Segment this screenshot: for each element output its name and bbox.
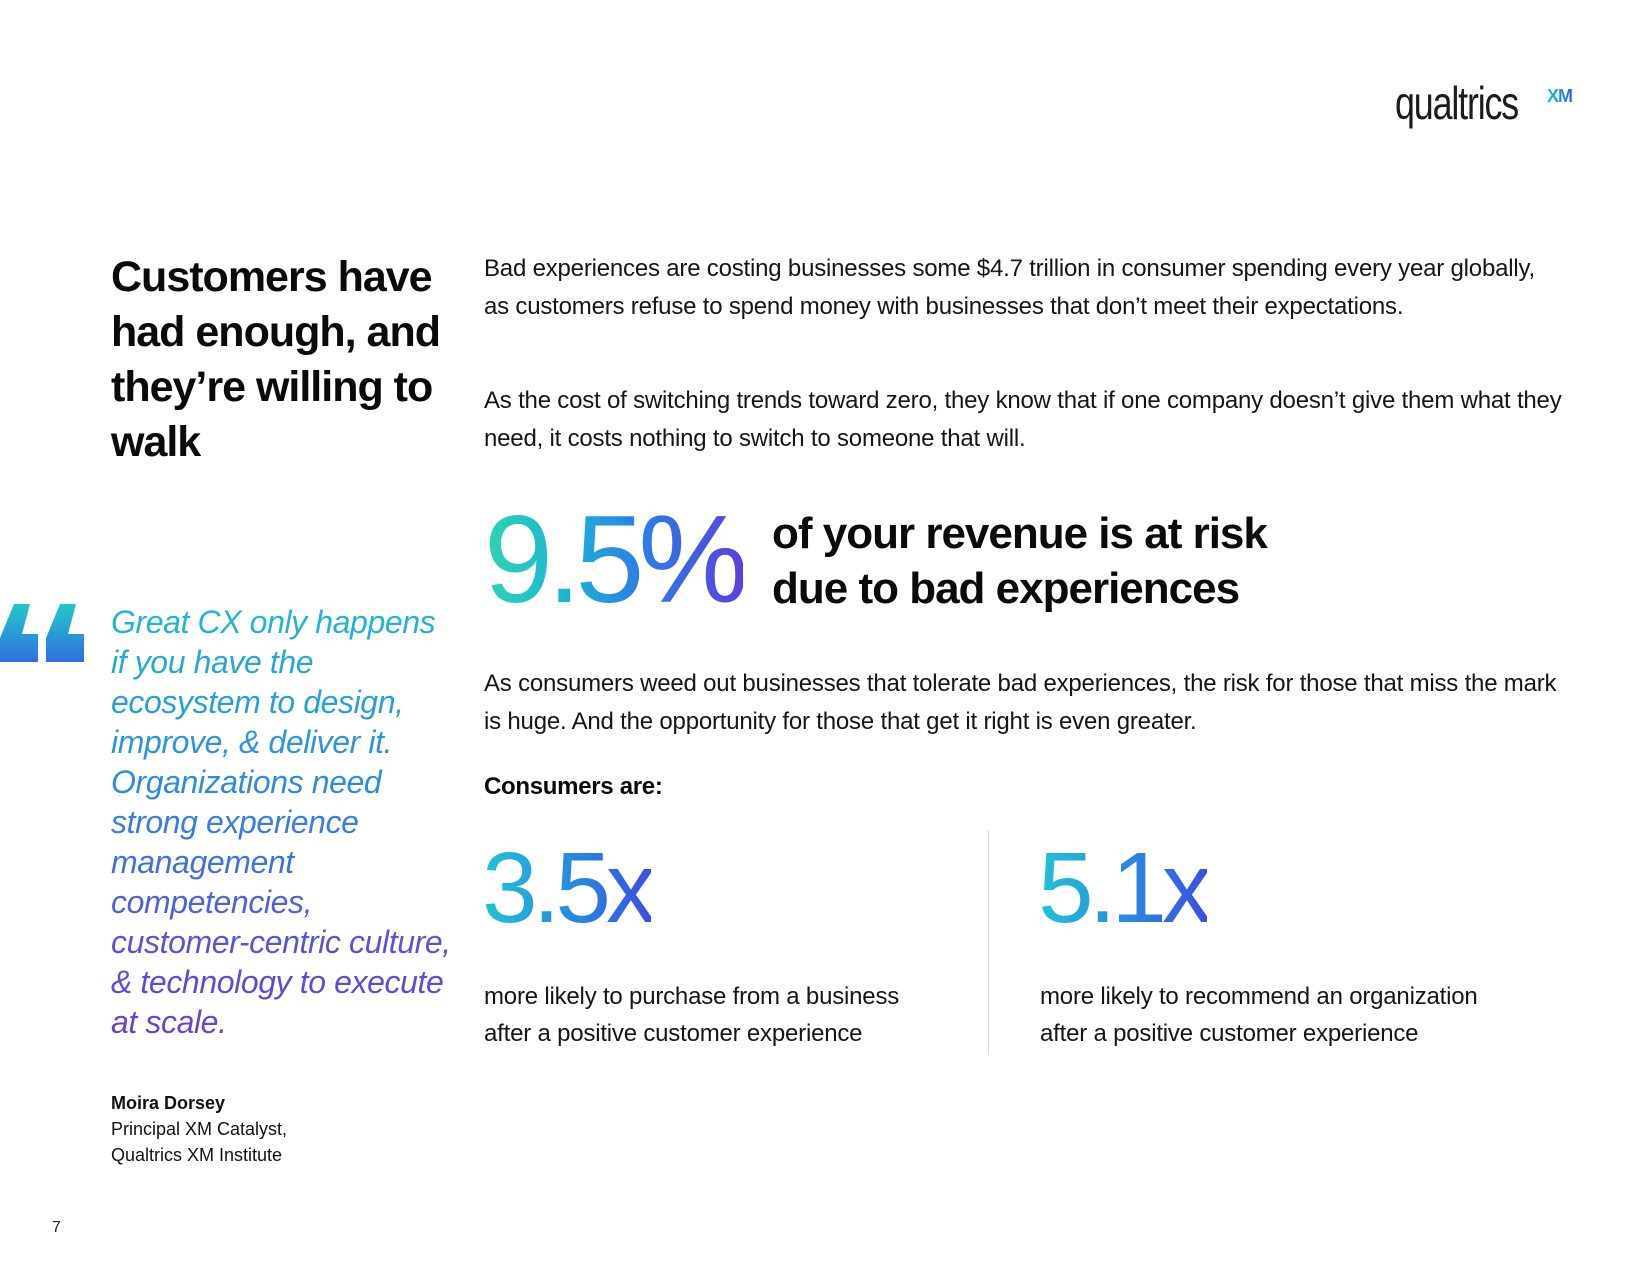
author-name: Moira Dorsey	[111, 1093, 226, 1113]
purchase-description-line1: more likely to purchase from a business	[484, 983, 900, 1010]
logo-xm-badge: XM	[1547, 86, 1573, 106]
quote-mark-icon	[0, 604, 84, 662]
opportunity-paragraph: As consumers weed out businesses that to…	[484, 670, 1557, 735]
recommend-description-line2: after a positive customer experience	[1040, 1020, 1419, 1047]
page-number: 7	[52, 1219, 61, 1236]
author-org: Qualtrics XM Institute	[111, 1145, 283, 1165]
recommend-multiplier: 5.1x	[1038, 832, 1212, 944]
purchase-description-line2: after a positive customer experience	[484, 1020, 863, 1047]
intro-paragraph: Bad experiences are costing businesses s…	[484, 255, 1536, 320]
page-headline: Customers have had enough, and they’re w…	[111, 253, 441, 466]
switching-paragraph: As the cost of switching trends toward z…	[484, 387, 1562, 452]
quote-author: Moira Dorsey Principal XM Catalyst, Qual…	[111, 1090, 287, 1168]
metrics-divider	[988, 830, 989, 1055]
purchase-multiplier: 3.5x	[482, 832, 656, 944]
revenue-risk-label: of your revenue is at risk due to bad ex…	[772, 506, 1332, 616]
revenue-risk-label-line2: due to bad experiences	[772, 564, 1240, 613]
pull-quote: Great CX only happens if you have the ec…	[111, 602, 456, 1042]
recommend-description-line1: more likely to recommend an organization	[1040, 983, 1478, 1010]
revenue-risk-stat: 9.5%	[484, 491, 749, 629]
purchase-description: more likely to purchase from a business …	[484, 978, 1004, 1052]
logo-wordmark: qualtrics	[1395, 77, 1519, 129]
consumers-heading: Consumers are:	[484, 773, 663, 800]
qualtrics-logo: qualtrics XM	[1395, 77, 1573, 129]
revenue-risk-label-line1: of your revenue is at risk	[772, 509, 1268, 558]
author-title: Principal XM Catalyst,	[111, 1119, 288, 1139]
recommend-description: more likely to recommend an organization…	[1040, 978, 1560, 1052]
